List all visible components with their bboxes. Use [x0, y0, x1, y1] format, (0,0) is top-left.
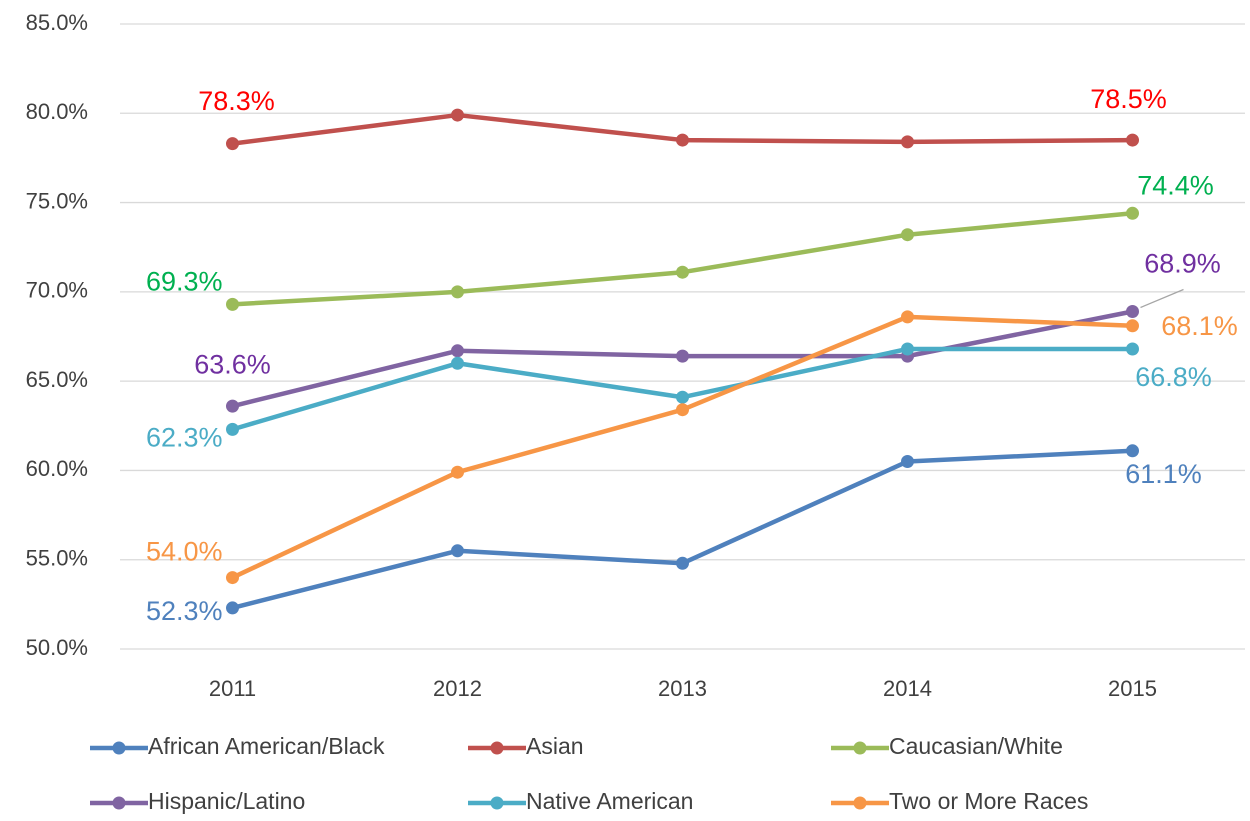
data-label: 68.1% — [1161, 311, 1238, 341]
point — [901, 455, 914, 468]
legend-marker — [112, 741, 126, 755]
y-tick-label: 80.0% — [26, 99, 88, 124]
point — [1126, 206, 1139, 220]
y-tick-label: 60.0% — [26, 456, 88, 481]
point — [901, 310, 914, 324]
legend-marker — [853, 741, 867, 755]
point — [901, 228, 914, 242]
point — [226, 297, 239, 311]
legend-label: Caucasian/White — [889, 733, 1063, 759]
data-label: 69.3% — [146, 266, 223, 296]
legend-marker — [112, 796, 126, 810]
point — [451, 108, 464, 122]
x-tick-label: 2011 — [209, 676, 256, 701]
point — [451, 544, 464, 558]
legend-marker — [853, 796, 867, 810]
y-tick-label: 70.0% — [26, 278, 88, 303]
point — [901, 135, 914, 149]
legend-marker — [490, 796, 504, 810]
legend-label: Two or More Races — [889, 788, 1088, 814]
data-label: 54.0% — [146, 537, 223, 567]
point — [226, 137, 239, 151]
data-label: 68.9% — [1144, 249, 1221, 279]
point — [1126, 342, 1139, 356]
point — [676, 403, 689, 417]
point — [226, 399, 239, 413]
legend-marker — [490, 741, 504, 755]
point — [676, 390, 689, 404]
y-tick-label: 55.0% — [26, 546, 88, 571]
y-tick-label: 75.0% — [26, 188, 88, 213]
data-label: 74.4% — [1137, 170, 1214, 200]
series-line — [232, 211, 1133, 307]
point — [676, 133, 689, 147]
x-tick-label: 2014 — [883, 676, 932, 701]
point — [676, 265, 689, 279]
data-label: 52.3% — [146, 596, 223, 626]
y-tick-label: 85.0% — [26, 10, 88, 35]
data-label: 62.3% — [146, 422, 223, 452]
data-label: 66.8% — [1135, 362, 1212, 392]
x-tick-label: 2015 — [1108, 676, 1157, 701]
point — [1126, 133, 1139, 147]
data-label: 63.6% — [194, 349, 271, 379]
y-tick-label: 50.0% — [26, 635, 88, 660]
legend-label: African American/Black — [148, 733, 385, 759]
x-tick-label: 2012 — [433, 676, 482, 701]
x-tick-label: 2013 — [658, 676, 707, 701]
point — [226, 601, 239, 615]
point — [1126, 305, 1139, 318]
legend-label: Asian — [526, 733, 584, 759]
data-label: 61.1% — [1125, 459, 1202, 489]
point — [451, 344, 464, 358]
point — [901, 342, 914, 356]
data-label: 78.5% — [1090, 84, 1167, 114]
point — [676, 556, 689, 570]
leader-line — [1140, 288, 1184, 309]
point — [1126, 444, 1139, 458]
legend-label: Hispanic/Latino — [148, 788, 305, 814]
point — [226, 571, 239, 585]
data-label: 78.3% — [198, 86, 275, 116]
point — [676, 349, 689, 363]
point — [451, 465, 464, 479]
point — [451, 285, 464, 299]
series-line — [231, 448, 1133, 611]
point — [451, 356, 464, 370]
y-tick-label: 65.0% — [26, 367, 88, 392]
legend-label: Native American — [526, 788, 693, 814]
point — [226, 422, 239, 436]
point — [1126, 319, 1139, 333]
